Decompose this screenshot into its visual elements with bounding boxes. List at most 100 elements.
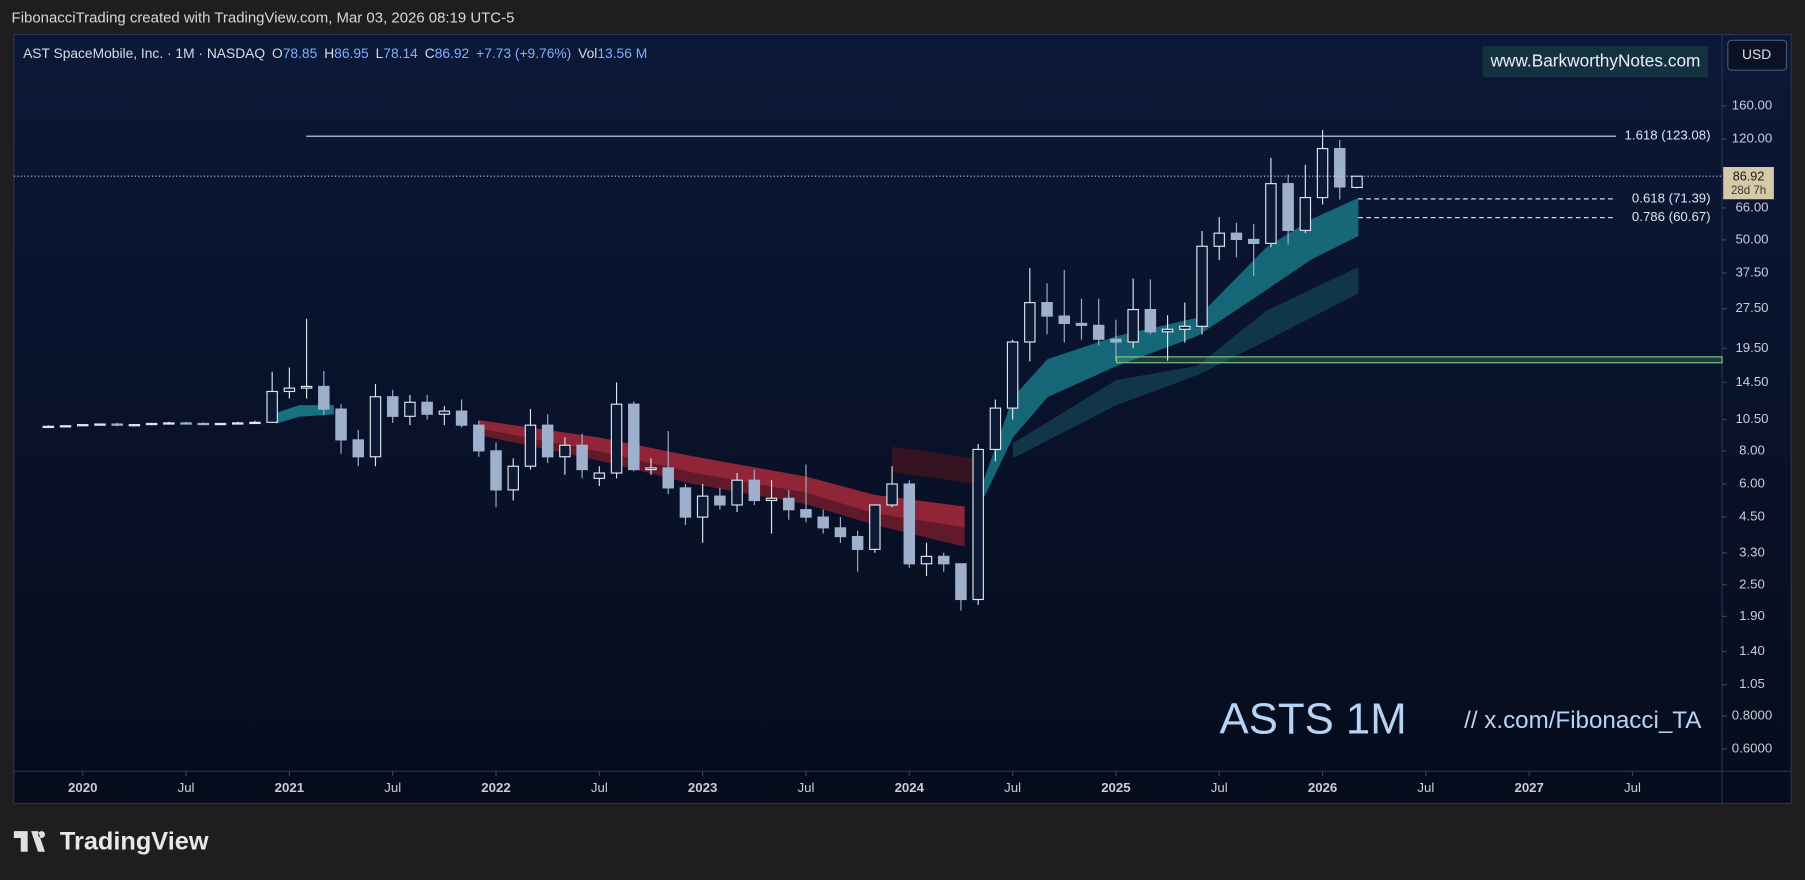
logo-icon: [13, 831, 46, 852]
candle-body: [524, 424, 537, 467]
x-tick-label: 2026: [1308, 780, 1337, 795]
x-tick-label: Jul: [591, 780, 608, 795]
open-label: O: [272, 45, 283, 61]
x-tick-label: 2021: [275, 780, 304, 795]
volume: 13.56 M: [597, 45, 647, 61]
x-tick-label: 2025: [1101, 780, 1130, 795]
candle-body: [473, 424, 485, 452]
plot: 160.00 120.00 66.00 50.00 37.50 27.50 19.50 14.…: [13, 97, 1774, 795]
candle-body: [111, 423, 123, 426]
volume-label: Vol: [578, 45, 597, 61]
candle-body: [662, 467, 674, 489]
candle-body: [77, 424, 89, 427]
last-price-tag: [1723, 167, 1774, 200]
candle-body: [1351, 175, 1363, 189]
candle-body: [490, 450, 502, 491]
candle-body: [1196, 245, 1208, 327]
candle-body: [1316, 148, 1329, 199]
low-label: L: [376, 45, 384, 61]
candle-body: [1058, 315, 1071, 325]
y-tick-label: 6.00: [1739, 475, 1765, 490]
candle-body: [1179, 325, 1191, 330]
y-tick-label: 4.50: [1739, 509, 1765, 524]
candle-body: [369, 396, 382, 458]
y-tick-label: 1.90: [1739, 608, 1765, 623]
candle-body: [731, 479, 743, 506]
x-tick-label: Jul: [1004, 780, 1021, 795]
candle-body: [869, 504, 881, 550]
y-tick-label: 37.50: [1735, 265, 1768, 280]
last-price-label: 86.92: [1733, 170, 1765, 184]
high-label: H: [324, 45, 334, 61]
candle-body: [1127, 308, 1139, 343]
candle-body: [197, 422, 210, 426]
candle-body: [145, 422, 158, 426]
ribbon: [892, 446, 973, 484]
candle-body: [955, 563, 967, 601]
candle-body: [421, 401, 433, 415]
y-tick-label: 120.00: [1732, 131, 1772, 146]
candle-body: [628, 403, 640, 471]
watermark-box: [1482, 46, 1709, 78]
candle-body: [386, 396, 399, 417]
candle-body: [455, 410, 468, 426]
candle-body: [714, 495, 726, 506]
x-tick-label: Jul: [1624, 780, 1641, 795]
indicator-ribbons: [271, 197, 1359, 547]
y-tick-label: 2.50: [1739, 576, 1765, 591]
candle-body: [507, 465, 519, 491]
chart-pane: [13, 33, 1792, 805]
candle-body: [800, 509, 812, 518]
x-tick-label: 2024: [895, 780, 925, 795]
y-tick-label: 10.50: [1735, 411, 1768, 426]
candle-body: [249, 421, 261, 425]
ribbon: [978, 197, 1359, 505]
candle-body: [1110, 338, 1122, 343]
candle-body: [559, 444, 571, 458]
ribbon: [478, 420, 965, 528]
candle-body: [266, 390, 278, 423]
ribbon: [1013, 267, 1359, 459]
candle-body: [1144, 308, 1157, 333]
currency-button[interactable]: [1727, 39, 1788, 71]
candle-body: [645, 467, 657, 471]
credit: FibonacciTrading created with TradingVie…: [12, 9, 515, 26]
annotation: ASTS 1M: [1220, 694, 1407, 743]
candle-body: [593, 472, 606, 479]
candle-body: [903, 483, 916, 565]
candle-body: [300, 385, 313, 389]
currency[interactable]: USD: [1742, 46, 1771, 62]
change: +7.73 (+9.76%): [476, 45, 571, 61]
candle-body: [335, 408, 347, 441]
close-value: 86.92: [435, 45, 470, 61]
x-tick-label: 2020: [68, 780, 97, 795]
candle-body: [1041, 302, 1053, 317]
y-tick-label: 8.00: [1739, 442, 1765, 457]
candle-body: [989, 407, 1002, 451]
y-tick-label: 1.05: [1739, 676, 1765, 691]
candle-body: [318, 385, 330, 410]
candle-body: [404, 401, 416, 417]
x-tick-label: Jul: [1417, 780, 1434, 795]
legend: AST SpaceMobile, Inc. · 1M · NASDAQ O78.8…: [23, 45, 647, 61]
fib-label: 1.618 (123.08): [1625, 128, 1711, 143]
candle-body: [1247, 238, 1260, 244]
x-tick-label: 2022: [481, 780, 510, 795]
support-zone: [1116, 356, 1723, 364]
y-tick-label: 27.50: [1735, 300, 1768, 315]
x-tick-label: 2027: [1514, 780, 1543, 795]
x-tick-label: 2023: [688, 780, 717, 795]
candle-body: [937, 555, 950, 565]
close-label: C: [425, 45, 435, 61]
candle-body: [1213, 232, 1225, 247]
symbol: AST SpaceMobile, Inc. · 1M · NASDAQ: [23, 45, 265, 61]
watermark: www.BarkworthyNotes.com: [1489, 51, 1700, 71]
candle-body: [128, 424, 141, 427]
candle-body: [438, 410, 451, 415]
candle-body: [576, 444, 588, 471]
candle-body: [765, 497, 778, 502]
y-tick-label: 0.8000: [1732, 707, 1772, 722]
candle-body: [42, 425, 55, 429]
